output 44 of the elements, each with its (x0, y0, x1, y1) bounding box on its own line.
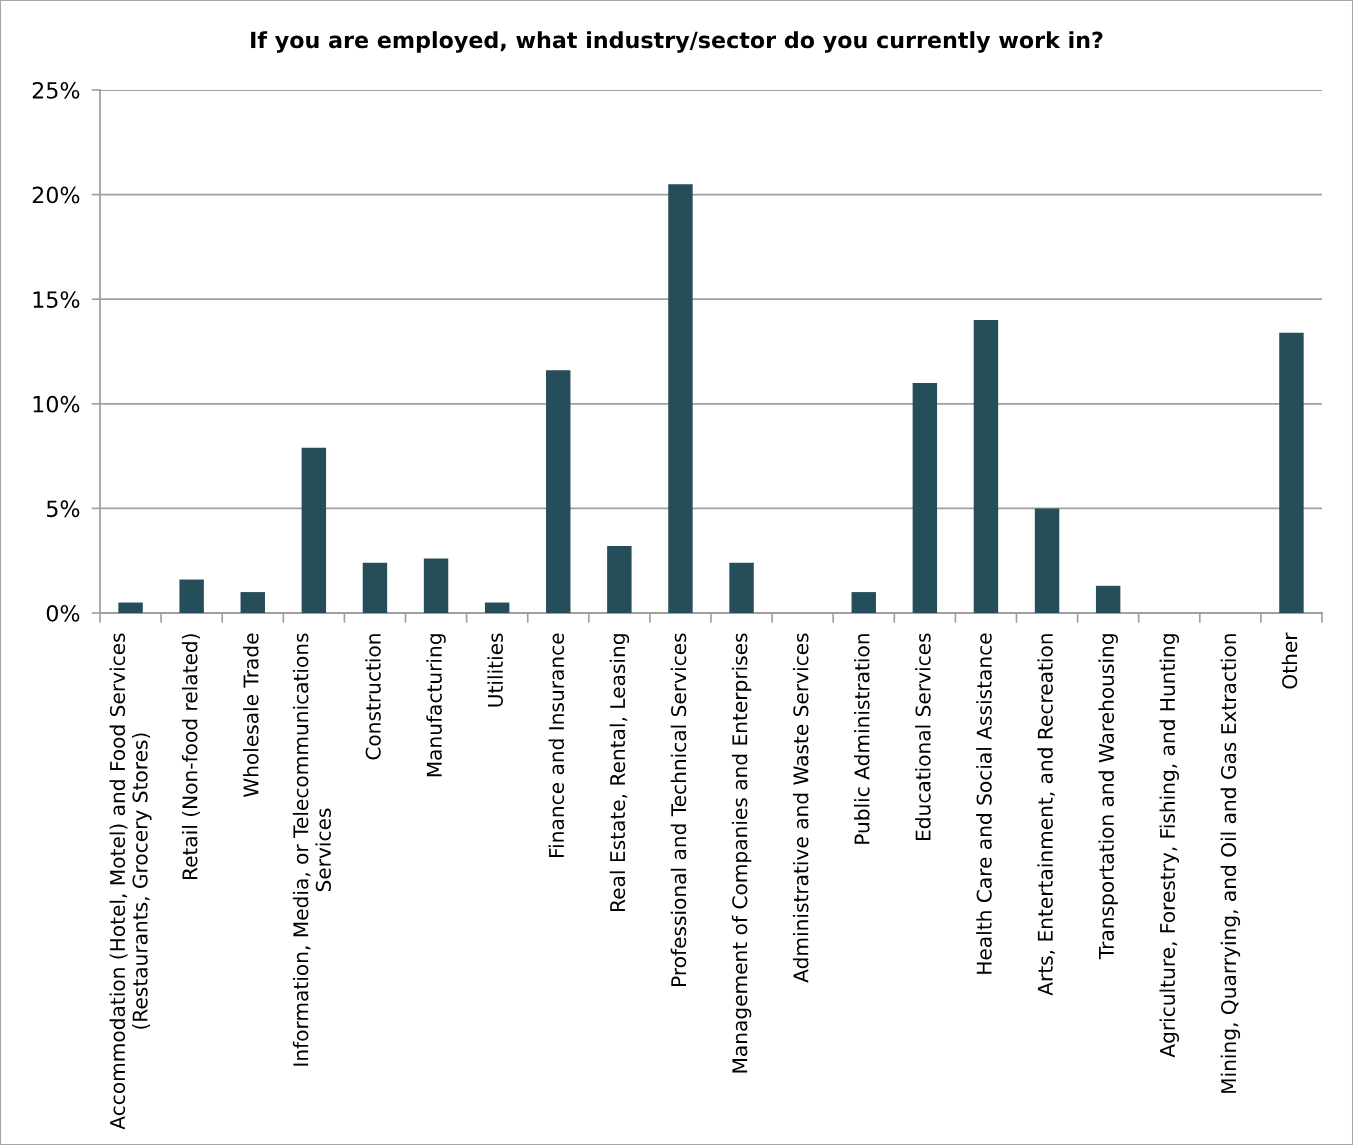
x-tick-label: Educational Services (915, 633, 931, 840)
x-tick-label: Other (1281, 632, 1298, 689)
bar (118, 602, 143, 613)
x-tick-label: Wholesale Trade (243, 633, 259, 798)
bar (973, 320, 999, 613)
x-tick-label: Finance and Insurance (548, 633, 565, 858)
x-tick-label: Real Estate, Rental, Leasing (609, 634, 630, 911)
x-tick-label: Arts, Entertainment, and Recreation (1037, 634, 1055, 996)
bar (668, 184, 693, 613)
x-tick-label: Administrative and Waste Services (792, 633, 809, 983)
bar (240, 592, 265, 613)
bar (179, 579, 204, 613)
bar (607, 546, 632, 613)
chart-title: If you are employed, what industry/sector do you currently work in? (251, 31, 1103, 53)
x-tick-label: Transportation and Warehousing (1098, 634, 1118, 960)
bar (1279, 332, 1304, 613)
bar (484, 602, 510, 613)
y-tick-label: 5% (47, 500, 80, 518)
x-tick-label: Construction (365, 634, 381, 760)
bar (912, 382, 938, 613)
bar (423, 558, 449, 613)
x-tick-label: Accommodation (Hotel, Motel) and Food Services (Restaurants, Grocery Stores) (109, 633, 152, 1130)
bar (851, 592, 876, 613)
bar (729, 562, 754, 613)
x-tick-label: Public Administration (854, 634, 870, 844)
bar (1034, 508, 1060, 613)
y-tick-label: 20% (32, 186, 80, 204)
bar (301, 447, 327, 613)
y-tick-label: 10% (33, 395, 80, 413)
y-tick-label: 0% (46, 604, 80, 622)
x-tick-label: Health Care and Social Assistance (976, 633, 992, 974)
x-tick-label: Mining, Quarrying, and Oil and Gas Extraction (1220, 634, 1241, 1093)
x-tick-label: Management of Companies and Enterprises (731, 633, 752, 1073)
y-tick-label: 25% (32, 81, 80, 99)
x-tick-label: Utilities (487, 633, 503, 707)
bar (1095, 585, 1121, 613)
bar (362, 562, 388, 613)
x-tick-label: Agriculture, Forestry, Fishing, and Hunting (1159, 634, 1179, 1058)
x-tick-label: Professional and Technical Services (670, 633, 687, 986)
x-tick-label: Manufacturing (426, 634, 446, 777)
x-tick-label: Retail (Non-food related) (181, 634, 200, 880)
y-tick-label: 15% (33, 291, 80, 308)
bar (546, 370, 571, 613)
x-tick-label: Information, Media, or Telecommunications Services (292, 633, 331, 1066)
